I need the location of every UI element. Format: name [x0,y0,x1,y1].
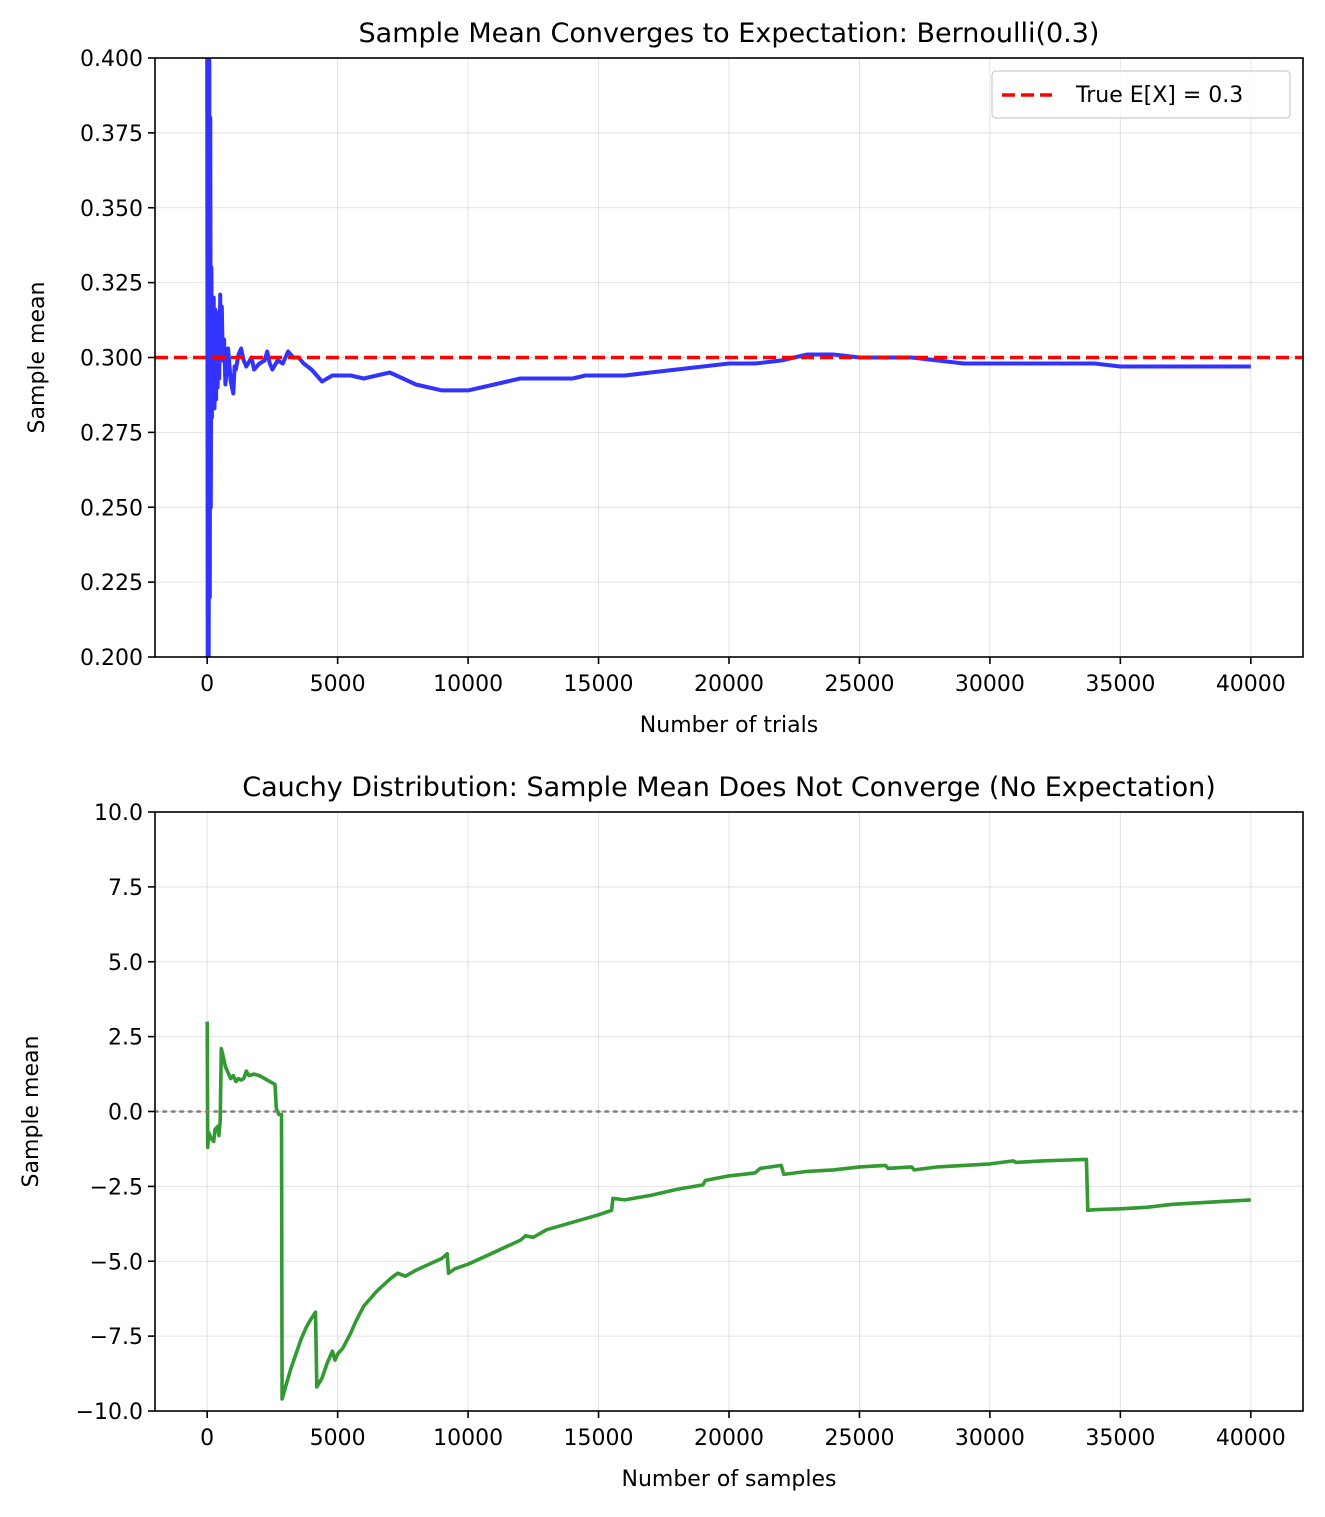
bernoulli-x-tick-label: 5000 [310,672,366,697]
bernoulli-y-tick-label: 0.275 [80,421,143,446]
cauchy-y-axis-label: Sample mean [19,1036,44,1188]
cauchy-y-tick-label: 5.0 [108,951,143,976]
cauchy-y-tick-label: −7.5 [90,1325,143,1350]
bernoulli-x-tick-label: 40000 [1216,672,1286,697]
bernoulli-y-tick-label: 0.325 [80,272,143,297]
bernoulli-x-axis-label: Number of trials [640,713,818,738]
bernoulli-x-tick-label: 10000 [433,672,503,697]
bernoulli-sample-mean-series-line [205,58,1251,657]
bernoulli-y-tick-label: 0.375 [80,122,143,147]
cauchy-x-tick-label: 15000 [564,1426,634,1451]
bernoulli-x-tick-label: 30000 [955,672,1025,697]
cauchy-y-tick-label: 0.0 [108,1101,143,1126]
cauchy-chart: 0 5000 10000 15000 20000 25000 30000 35000 40000… [19,772,1304,1492]
bernoulli-y-tick-label: 0.400 [80,47,143,72]
cauchy-x-tick-label: 20000 [694,1426,764,1451]
bernoulli-x-tick-label: 25000 [824,672,894,697]
bernoulli-chart: 0 5000 10000 15000 20000 25000 30000 35000 40000… [25,18,1304,738]
legend-box [991,70,1291,119]
bernoulli-x-tick-label: 35000 [1085,672,1155,697]
cauchy-y-tick-label: 2.5 [108,1026,143,1051]
cauchy-x-tick-label: 35000 [1085,1426,1155,1451]
cauchy-y-tick-label: −2.5 [90,1175,143,1200]
cauchy-y-tick-label: −10.0 [76,1400,143,1425]
cauchy-sample-mean-series-line [205,1021,1251,1401]
bernoulli-x-tick-label: 20000 [694,672,764,697]
cauchy-x-tick-label: 40000 [1216,1426,1286,1451]
cauchy-chart-title: Cauchy Distribution: Sample Mean Does No… [242,772,1216,803]
cauchy-x-tick-label: 10000 [433,1426,503,1451]
cauchy-y-tick-label: 7.5 [108,876,143,901]
bernoulli-x-tick-label: 0 [200,672,214,697]
cauchy-x-tick-label: 0 [200,1426,214,1451]
bernoulli-y-tick-label: 0.250 [80,496,143,521]
bernoulli-legend: True E[X] = 0.3 [991,70,1291,119]
cauchy-x-tick-label: 25000 [824,1426,894,1451]
cauchy-x-tick-label: 5000 [310,1426,366,1451]
bernoulli-y-axis-label: Sample mean [25,282,50,434]
cauchy-y-tick-label: 10.0 [94,801,143,826]
bernoulli-y-tick-label: 0.300 [80,347,143,372]
bernoulli-x-tick-label: 15000 [564,672,634,697]
bernoulli-y-tick-label: 0.225 [80,571,143,596]
bernoulli-y-tick-label: 0.200 [80,646,143,671]
cauchy-y-tick-label: −5.0 [90,1250,143,1275]
bernoulli-y-tick-label: 0.350 [80,197,143,222]
cauchy-x-tick-label: 30000 [955,1426,1025,1451]
cauchy-x-axis-label: Number of samples [621,1467,836,1492]
bernoulli-chart-title: Sample Mean Converges to Expectation: Be… [359,18,1100,49]
legend-entry-true-expectation: True E[X] = 0.3 [1075,83,1243,108]
